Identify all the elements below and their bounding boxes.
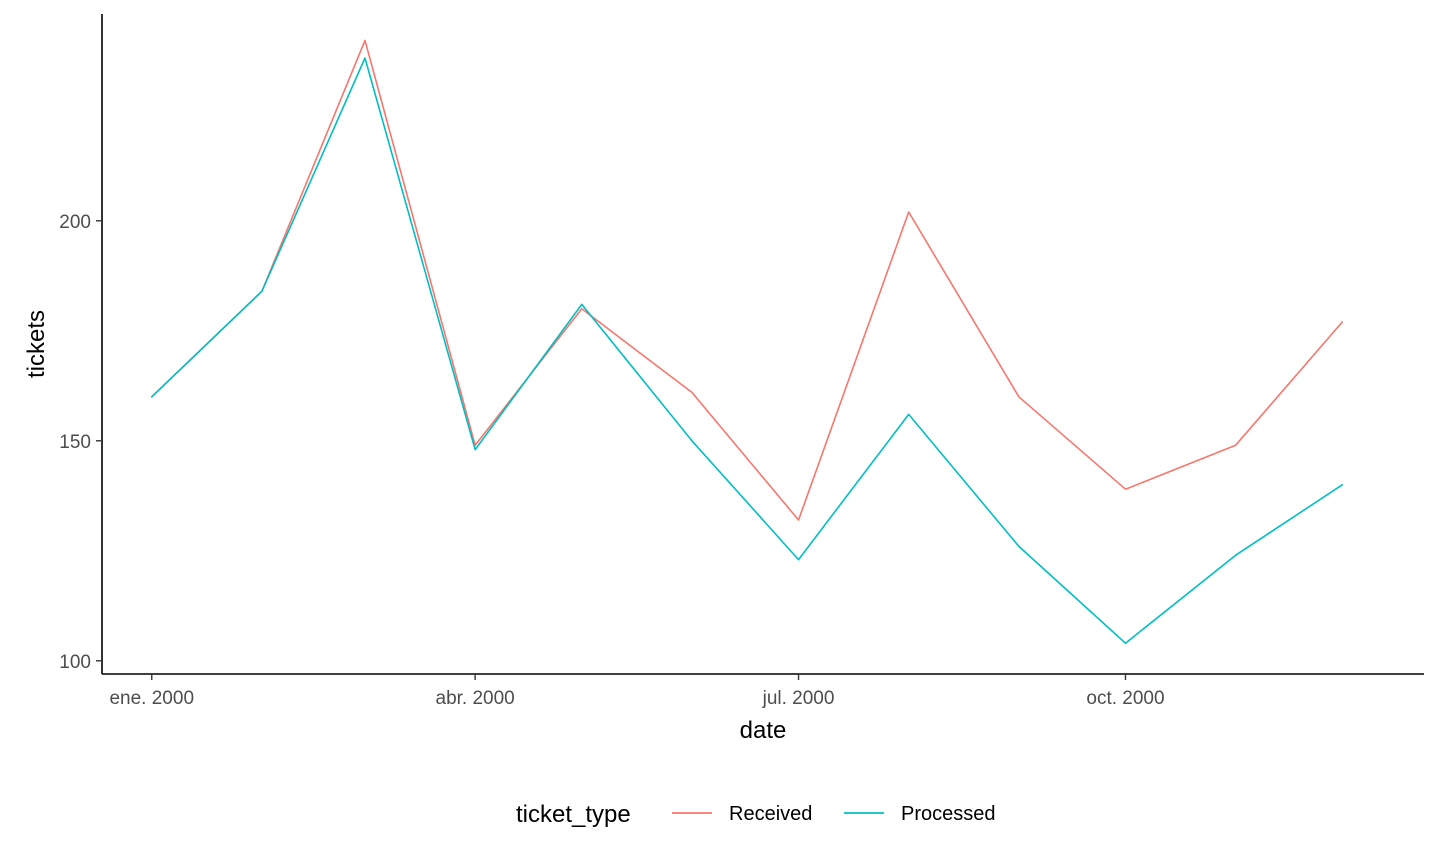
series-line-received [150,39,1344,521]
legend-label-processed: Processed [901,803,996,825]
series-line-processed [150,57,1344,645]
y-tick-label: 150 [59,432,91,453]
y-tick-label: 100 [59,652,91,673]
axes-group [101,14,1424,675]
legend-items: Received Processed [672,803,996,825]
x-axis-title: date [740,717,787,744]
y-tick-label: 200 [59,212,91,233]
plot-series-group [150,39,1344,645]
x-axis-ticks: ene. 2000 abr. 2000 jul. 2000 oct. 2000 [109,674,1165,709]
y-axis-title: tickets [23,310,50,378]
x-tick-label: abr. 2000 [436,688,515,709]
legend-title: ticket_type [516,801,631,828]
x-tick-label: oct. 2000 [1086,688,1164,709]
x-tick-label: ene. 2000 [109,688,194,709]
y-axis-ticks: 100 150 200 [59,212,102,673]
legend: ticket_type Received Processed [516,801,996,828]
x-tick-label: jul. 2000 [762,688,835,709]
legend-label-received: Received [729,803,812,825]
